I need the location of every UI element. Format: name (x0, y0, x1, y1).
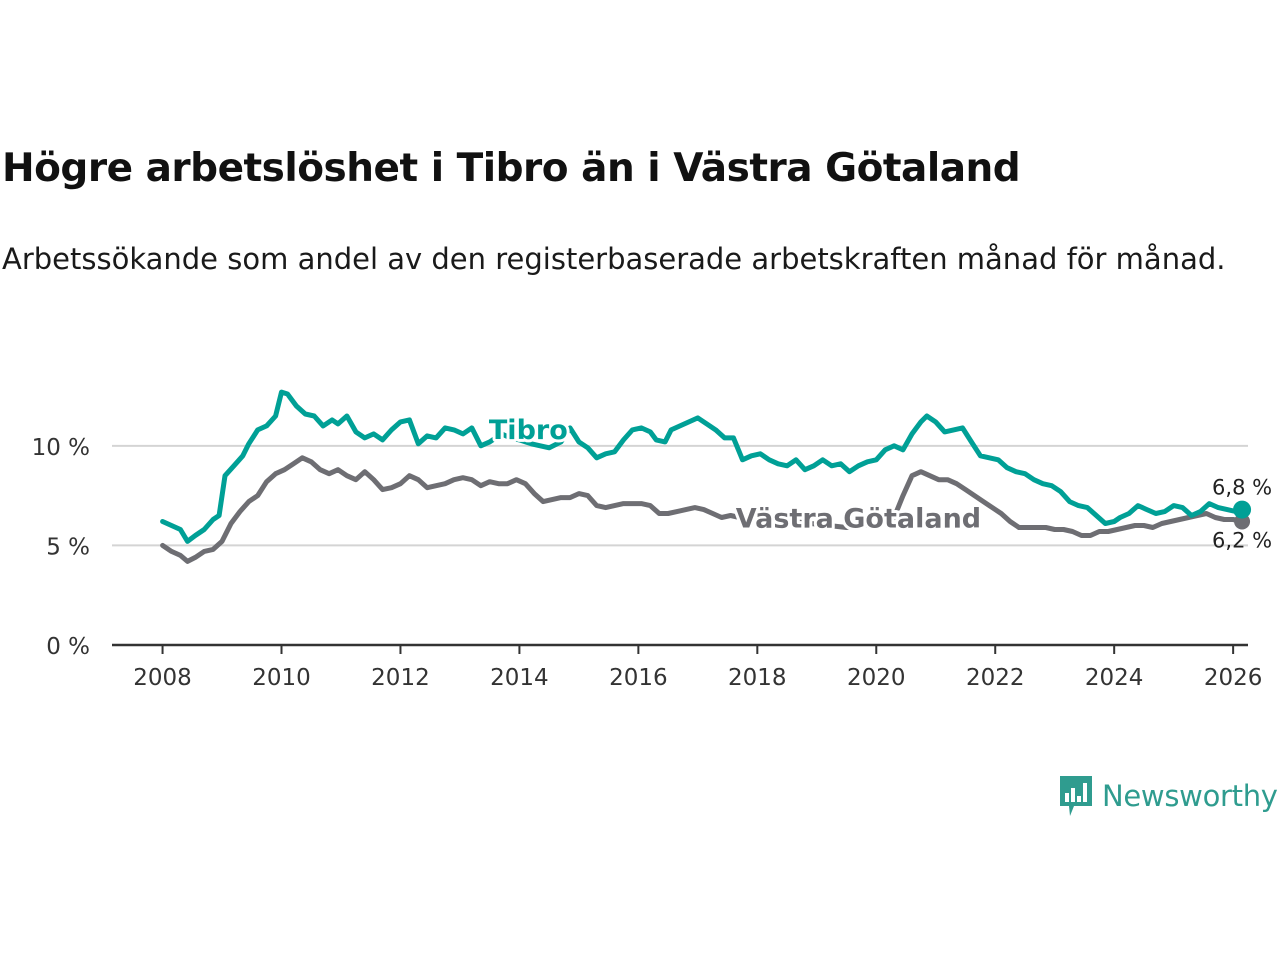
chart-subtitle: Arbetssökande som andel av den registerb… (2, 242, 1226, 276)
gridlines (112, 444, 1248, 547)
series-line-vastra-gotaland (160, 455, 1245, 564)
x-tick-label: 2024 (1085, 665, 1144, 691)
end-point-tibro (1233, 500, 1252, 519)
series-lines (160, 389, 1245, 564)
y-axis: 0 % 5 % 10 % (32, 435, 90, 660)
x-tick-label: 2010 (252, 665, 311, 691)
end-label-tibro: 6,8 % (1212, 476, 1272, 500)
x-tick-label: 2018 (728, 665, 787, 691)
y-tick-label: 5 % (46, 534, 90, 560)
x-tick-label: 2012 (371, 665, 430, 691)
chart-title: Högre arbetslöshet i Tibro än i Västra G… (2, 146, 1021, 191)
x-tick-label: 2022 (966, 665, 1025, 691)
series-label-tibro: Tibro (489, 415, 568, 446)
brand-logo: Newsworthy (1058, 774, 1278, 818)
series-label-vastra-gotaland: Västra Götaland (736, 504, 981, 535)
brand-name: Newsworthy (1102, 779, 1278, 813)
y-tick-label: 0 % (46, 634, 90, 660)
x-tick-label: 2008 (133, 665, 192, 691)
x-tick-label: 2020 (847, 665, 906, 691)
x-axis: 2008 2010 2012 2014 2016 2018 2020 2022 2024 2026 (112, 643, 1263, 691)
newsworthy-logo-icon (1060, 776, 1092, 816)
x-tick-label: 2026 (1204, 665, 1263, 691)
x-tick-label: 2014 (490, 665, 549, 691)
end-label-vastra-gotaland: 6,2 % (1212, 529, 1272, 553)
series-labels: Tibro Västra Götaland 6,8 % 6,2 % (486, 412, 1272, 553)
y-tick-label: 10 % (32, 435, 90, 461)
x-tick-label: 2016 (609, 665, 668, 691)
series-line-tibro (160, 389, 1245, 544)
